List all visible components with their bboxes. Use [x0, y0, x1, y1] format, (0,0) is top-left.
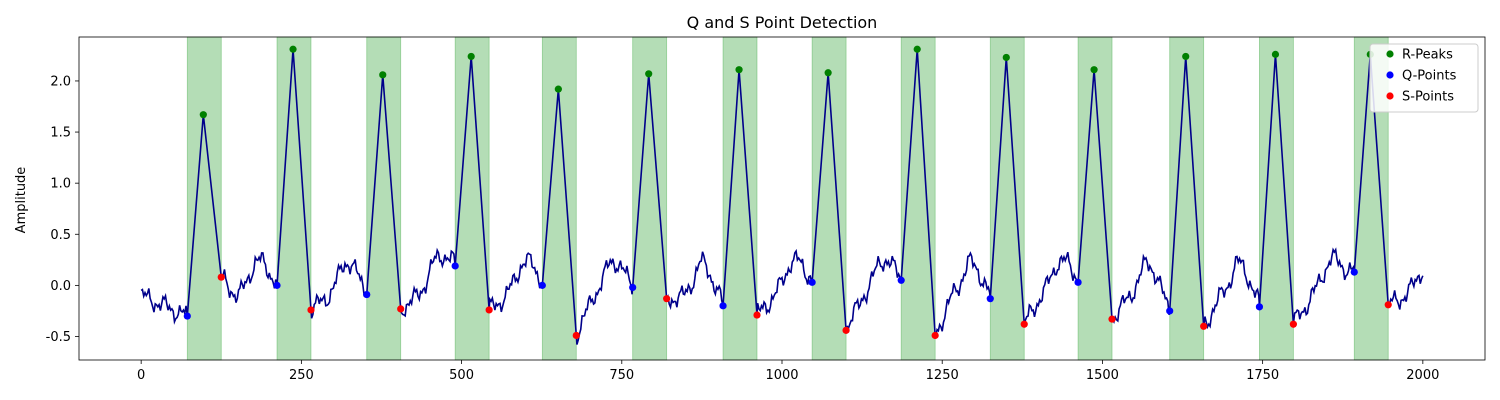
s-point-2: [397, 305, 405, 313]
y-axis-label: Amplitude: [14, 167, 29, 234]
r-peak-7: [824, 69, 832, 77]
legend-marker-2: [1386, 92, 1394, 100]
q-point-8: [897, 276, 905, 284]
legend-box: [1369, 43, 1479, 113]
q-point-4: [538, 281, 546, 289]
r-peak-4: [554, 85, 562, 93]
x-tick-label-2: 500: [449, 368, 474, 383]
markers: [183, 45, 1392, 340]
legend-marker-1: [1386, 71, 1394, 79]
r-peak-12: [1271, 50, 1280, 58]
q-point-0: [183, 312, 191, 320]
x-axis: 0 250 500 750 1000 1250 1500 1750 2000: [137, 360, 1439, 383]
r-peak-2: [379, 71, 387, 79]
qrs-bands: [186, 36, 1389, 361]
x-tick-label-1: 250: [289, 368, 314, 383]
r-peak-5: [645, 70, 653, 78]
s-point-12: [1289, 320, 1297, 328]
q-point-10: [1074, 278, 1082, 286]
q-point-7: [808, 278, 816, 286]
s-point-5: [663, 295, 671, 303]
signal-line: [140, 49, 1424, 345]
s-point-7: [842, 326, 850, 334]
qrs-band-11: [1169, 36, 1205, 361]
qrs-band-0: [186, 36, 222, 361]
q-point-2: [363, 290, 371, 299]
s-point-9: [1020, 320, 1028, 328]
y-axis: -0.5 0.0 0.5 1.0 1.5 2.0: [46, 74, 79, 345]
r-peak-3: [467, 52, 475, 61]
q-point-6: [719, 302, 727, 310]
legend-label-2: S-Points: [1402, 90, 1454, 105]
s-point-6: [753, 311, 761, 319]
r-peak-0: [199, 111, 207, 119]
x-tick-label-6: 1500: [1086, 368, 1119, 383]
y-tick-label-3: 1.0: [50, 177, 71, 192]
legend-marker-0: [1386, 50, 1394, 58]
qrs-band-1: [276, 36, 312, 361]
r-peak-6: [735, 66, 743, 74]
s-point-3: [485, 306, 493, 314]
y-tick-label-4: 1.5: [50, 126, 71, 141]
y-tick-label-0: -0.5: [46, 330, 71, 345]
s-point-13: [1384, 301, 1392, 309]
x-tick-label-7: 1750: [1246, 368, 1279, 383]
q-point-11: [1166, 307, 1174, 315]
y-tick-label-5: 2.0: [50, 74, 71, 89]
x-tick-label-4: 1000: [765, 368, 798, 383]
y-tick-label-1: 0.0: [50, 279, 71, 294]
y-tick-label-2: 0.5: [50, 228, 71, 243]
chart-title: Q and S Point Detection: [687, 13, 878, 32]
x-tick-label-8: 2000: [1406, 368, 1439, 383]
qrs-band-4: [541, 36, 577, 361]
q-point-12: [1255, 303, 1264, 311]
q-point-13: [1350, 268, 1358, 276]
x-tick-label-5: 1250: [926, 368, 959, 383]
r-peak-9: [1002, 53, 1010, 62]
x-tick-label-3: 750: [609, 368, 634, 383]
q-point-3: [451, 262, 459, 270]
r-peak-11: [1182, 52, 1190, 61]
signal-layer: [140, 49, 1424, 345]
s-point-0: [217, 273, 225, 281]
legend: R-Peaks Q-Points S-Points: [1369, 43, 1479, 113]
qrs-band-9: [989, 36, 1025, 361]
s-point-10: [1108, 315, 1116, 323]
r-peak-10: [1090, 66, 1098, 74]
legend-label-0: R-Peaks: [1402, 48, 1453, 63]
s-point-4: [572, 331, 580, 340]
q-point-5: [629, 283, 637, 292]
qrs-band-12: [1259, 36, 1294, 361]
s-point-1: [307, 306, 315, 314]
s-point-8: [931, 331, 939, 340]
r-peak-8: [913, 45, 921, 53]
q-point-9: [986, 295, 994, 303]
legend-label-1: Q-Points: [1402, 69, 1457, 84]
x-tick-label-0: 0: [137, 368, 145, 383]
r-peak-1: [289, 45, 297, 53]
q-point-1: [273, 281, 281, 289]
s-point-11: [1200, 322, 1208, 330]
